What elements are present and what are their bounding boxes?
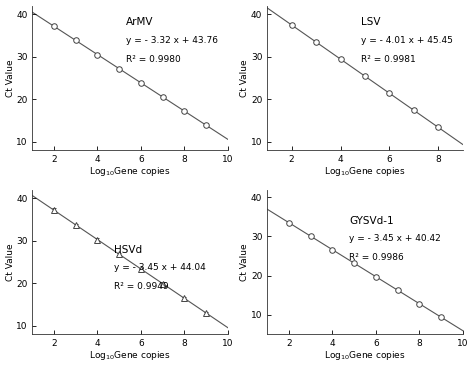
Text: y = - 3.45 x + 40.42: y = - 3.45 x + 40.42 (349, 234, 441, 243)
Text: R² = 0.9949: R² = 0.9949 (114, 282, 169, 291)
Text: R² = 0.9981: R² = 0.9981 (361, 55, 416, 64)
Y-axis label: Ct Value: Ct Value (240, 59, 249, 97)
Text: y = - 4.01 x + 45.45: y = - 4.01 x + 45.45 (361, 36, 453, 45)
Text: y = - 3.32 x + 43.76: y = - 3.32 x + 43.76 (126, 36, 218, 45)
Y-axis label: Ct Value: Ct Value (240, 243, 249, 281)
Y-axis label: Ct Value: Ct Value (6, 59, 15, 97)
X-axis label: Log$_{10}$Gene copies: Log$_{10}$Gene copies (89, 350, 171, 362)
Text: HSVd: HSVd (114, 244, 143, 255)
Y-axis label: Ct Value: Ct Value (6, 243, 15, 281)
Text: GYSVd-1: GYSVd-1 (349, 216, 394, 226)
Text: R² = 0.9980: R² = 0.9980 (126, 55, 181, 64)
Text: R² = 0.9986: R² = 0.9986 (349, 253, 404, 262)
X-axis label: Log$_{10}$Gene copies: Log$_{10}$Gene copies (324, 166, 406, 178)
Text: y = - 3.45 x + 44.04: y = - 3.45 x + 44.04 (114, 263, 206, 272)
X-axis label: Log$_{10}$Gene copies: Log$_{10}$Gene copies (324, 350, 406, 362)
X-axis label: Log$_{10}$Gene copies: Log$_{10}$Gene copies (89, 166, 171, 178)
Text: LSV: LSV (361, 17, 381, 27)
Text: ArMV: ArMV (126, 17, 154, 27)
